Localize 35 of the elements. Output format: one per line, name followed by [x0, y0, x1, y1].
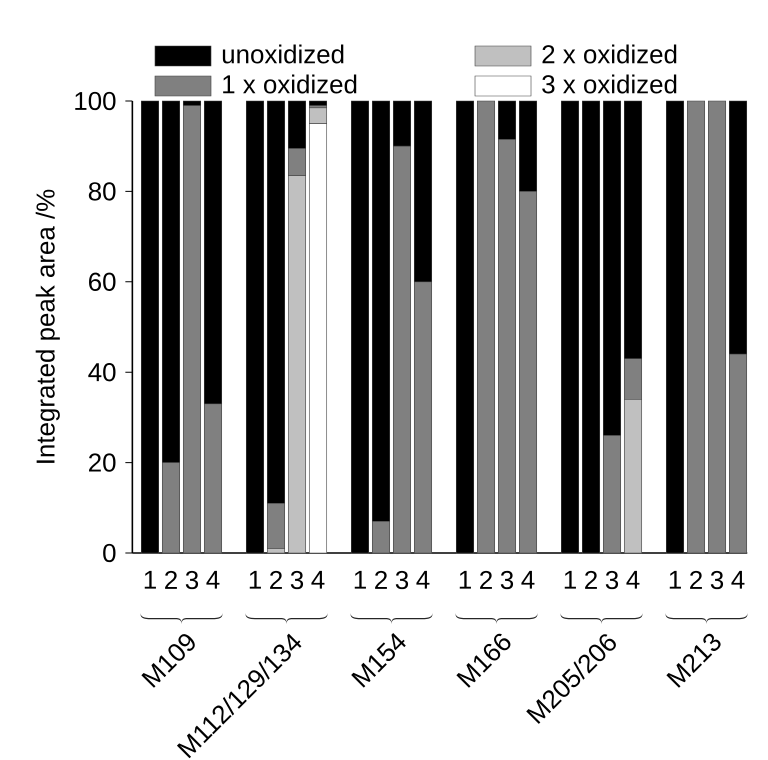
x-tick-label: 1 — [460, 570, 471, 589]
x-tick-label: 3 — [710, 570, 724, 590]
x-tick-label: 2 — [585, 570, 597, 589]
x-tick-label: 3 — [500, 570, 514, 590]
x-tick-label: 2 — [165, 570, 177, 589]
y-tick-label: 40 — [88, 363, 116, 382]
x-tick-label: 1 — [144, 570, 156, 589]
x-tick-label: 1 — [564, 570, 576, 589]
x-tick-label: 3 — [186, 570, 198, 590]
y-axis-title: Integrated peak area /% — [36, 190, 60, 463]
x-tick-label: 1 — [250, 570, 261, 589]
y-tick-label: 100 — [75, 92, 116, 110]
y-tick-label: 0 — [103, 544, 116, 562]
x-tick-label: 4 — [521, 570, 534, 589]
x-tick-label: 4 — [206, 570, 220, 589]
legend-label: 3 x oxidized — [542, 74, 676, 94]
legend-label: 2 x oxidized — [542, 44, 676, 64]
x-tick-label: 1 — [354, 570, 366, 589]
x-tick-label: 4 — [731, 570, 744, 589]
y-tick-label: 80 — [88, 182, 116, 201]
x-tick-label: 3 — [290, 570, 304, 590]
x-tick-label: 2 — [375, 570, 387, 589]
x-tick-label: 2 — [270, 570, 282, 589]
legend-label: unoxidized — [222, 44, 344, 64]
x-tick-label: 2 — [480, 570, 492, 589]
x-tick-label: 3 — [396, 570, 408, 590]
legend-label: 1 x oxidized — [223, 74, 356, 94]
y-tick-label: 20 — [89, 453, 116, 472]
x-tick-label: 4 — [626, 570, 640, 589]
x-tick-label: 4 — [311, 570, 324, 589]
y-tick-label: 60 — [89, 272, 116, 291]
x-tick-label: 4 — [416, 570, 430, 589]
x-tick-label: 2 — [690, 570, 702, 589]
x-tick-label: 3 — [606, 570, 618, 590]
x-tick-label: 1 — [670, 570, 681, 589]
